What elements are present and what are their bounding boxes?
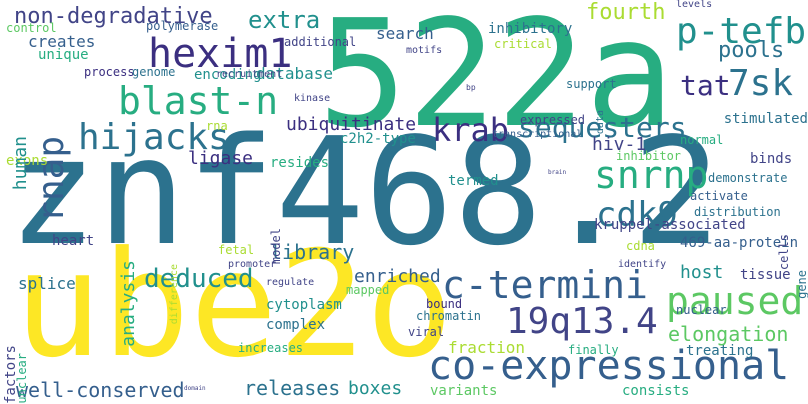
word-deduced: deduced: [144, 264, 254, 294]
word-elongation: elongation: [668, 322, 789, 346]
word-domain: fetal: [218, 243, 255, 257]
word-rna: support: [566, 77, 617, 91]
word-co-expressional: co-expressional: [428, 343, 790, 389]
word-c2h2-type: finally: [568, 343, 619, 357]
word-tat: tat: [680, 69, 731, 102]
word-non-degradative: non-degradative: [14, 4, 213, 29]
word-extra: extra: [248, 6, 321, 34]
word-creates: creates: [28, 32, 96, 51]
word-database: database: [256, 64, 334, 83]
word-boxes: boxes: [348, 378, 403, 399]
word-viral: bound: [426, 297, 463, 311]
word-rnap: rnap: [31, 136, 72, 223]
word-stimulated: rna: [206, 119, 228, 133]
word-complex: heart: [52, 233, 95, 249]
word-ubiquitinate: ubiquitinate: [286, 114, 417, 135]
word-control: motifs: [406, 45, 443, 56]
word-bp: encoding: [194, 67, 262, 83]
word-cdna: stimulated: [723, 111, 808, 127]
word-encoding: polymerase: [146, 19, 219, 33]
word-additional: increases: [238, 341, 304, 355]
word-increases: viral: [408, 325, 445, 339]
word-well-conserved: well-conserved: [16, 378, 185, 402]
word-bound: complex: [266, 317, 326, 333]
word-chromatin: mapped: [346, 283, 390, 297]
word-cytoplasm: exons: [6, 153, 49, 169]
word-ligase: ligase: [188, 148, 254, 169]
word-tissue: gene: [795, 270, 808, 299]
word-splice: analysis: [118, 260, 139, 347]
word-heart: 469-aa-protein: [680, 235, 799, 251]
word-pools: pools: [718, 38, 785, 63]
word-cdk9: cdk9: [596, 195, 678, 235]
word-unique: inhibitory: [488, 21, 573, 37]
word-hijacks: hijacks: [78, 117, 230, 158]
word-support: genome: [132, 65, 176, 79]
word-fraction: fraction: [448, 338, 526, 357]
word-znf468-2: znf468.2: [8, 106, 721, 278]
word-blast-n: blast-n: [118, 79, 279, 123]
word-kruppel-associated: consists: [622, 383, 690, 399]
word-exons: kruppel-associated: [594, 217, 746, 233]
word-gene: domain: [184, 385, 206, 392]
word-krab: krab: [432, 111, 510, 149]
word-human: regulate: [266, 277, 315, 288]
word-promoter: activate: [690, 189, 748, 203]
word-difference: nuclear: [676, 303, 727, 317]
word-motifs: process: [84, 65, 135, 79]
word-variants: treating: [686, 343, 754, 359]
word-demonstrate: transcriptional: [492, 129, 583, 140]
word-resides: human: [10, 136, 31, 191]
word-releases: releases: [244, 376, 341, 400]
word-normal: levels: [676, 0, 713, 10]
word-paused: paused: [666, 279, 804, 323]
word-identify: cells: [777, 234, 791, 271]
word-cells: brain: [548, 169, 567, 176]
word-data: kinase: [294, 93, 331, 104]
word-factors: promoter: [228, 259, 277, 270]
word-enriched: enriched: [354, 266, 441, 287]
word-recruitment: unique: [38, 47, 89, 63]
word-mapped: cytoplasm: [266, 297, 342, 313]
word-snrnp: snrnp: [594, 153, 709, 197]
word-unclear: model: [269, 228, 283, 265]
word-termed: splice: [18, 274, 76, 293]
word-fourth: fourth: [586, 0, 666, 25]
word-nuclear: distribution: [694, 205, 781, 219]
word-levels: recruitment: [216, 69, 283, 80]
word-binds: expressed: [520, 113, 586, 127]
word-c-termini: c-termini: [442, 263, 648, 307]
word-19q13-4: 19q13.4: [506, 301, 658, 342]
word-analysis: difference: [169, 264, 180, 325]
word-library: library: [270, 240, 355, 264]
word-distribution: inhibitor: [616, 149, 682, 163]
word-expressed: bp: [466, 83, 476, 92]
word-hiv-1: hiv-1: [592, 134, 647, 155]
word-genome: additional: [284, 35, 357, 49]
word-inhibitor: control: [6, 21, 57, 35]
word-process: critical: [494, 37, 552, 51]
word-treating: resides: [270, 155, 330, 171]
word-sequesters: sequesters: [518, 111, 687, 144]
word-ube2o: ube2o: [14, 220, 454, 390]
word-transcriptional: data: [595, 110, 606, 135]
word-fetal: binds: [750, 151, 793, 167]
word-model: identify: [618, 259, 667, 270]
word-host: host: [680, 262, 724, 283]
word-7sk: 7sk: [728, 63, 794, 104]
word-brain: cdna: [626, 239, 655, 253]
word-critical: unclear: [15, 353, 29, 404]
word-activate: normal: [680, 133, 724, 147]
word-polymerase: c2h2-type: [340, 131, 416, 147]
word-kinase: tissue: [740, 267, 791, 283]
word-p-tefb: p-tefb: [676, 11, 807, 52]
word-consists: termed: [448, 173, 499, 189]
word-search: search: [376, 24, 434, 43]
word-regulate: demonstrate: [708, 171, 788, 185]
word-469-aa-protein: variants: [430, 383, 498, 399]
word-522a: 522a: [318, 0, 675, 160]
word-hexim1: hexim1: [148, 31, 293, 77]
word-finally: chromatin: [416, 309, 482, 323]
